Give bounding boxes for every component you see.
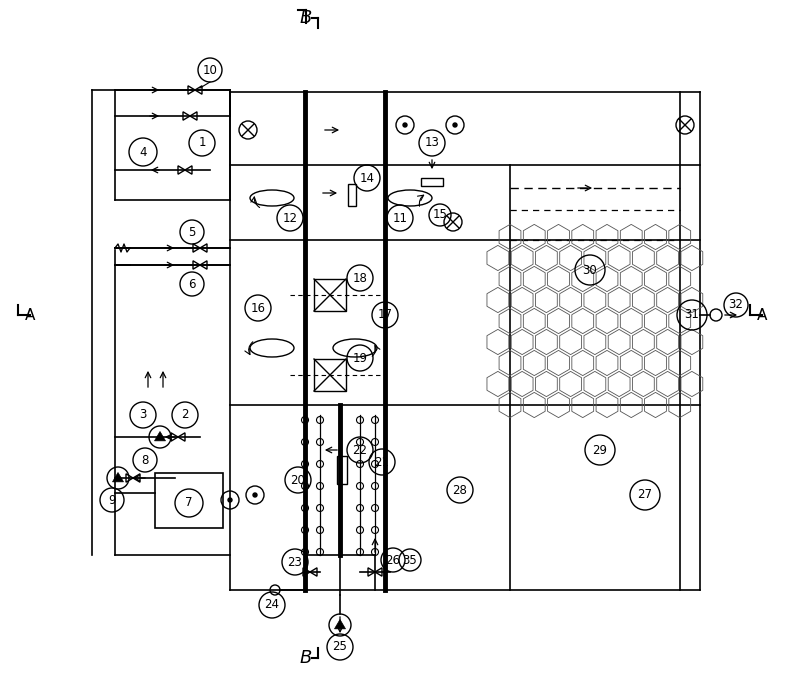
Text: 8: 8 — [141, 454, 149, 466]
Text: B: B — [299, 9, 312, 27]
Text: 27: 27 — [637, 488, 652, 502]
Bar — [421, 178, 443, 186]
Text: 5: 5 — [188, 225, 195, 238]
Text: 15: 15 — [433, 208, 448, 221]
Polygon shape — [334, 619, 345, 629]
Text: A: A — [24, 308, 35, 323]
Circle shape — [453, 123, 457, 127]
Text: 25: 25 — [333, 640, 348, 653]
Bar — [155, 473, 223, 528]
Text: 21: 21 — [374, 456, 389, 469]
Text: B: B — [299, 649, 312, 667]
Bar — [314, 279, 346, 311]
Text: 35: 35 — [403, 553, 418, 566]
Text: 11: 11 — [392, 211, 407, 225]
Text: 12: 12 — [283, 211, 298, 225]
Bar — [348, 184, 356, 206]
Text: 18: 18 — [352, 272, 367, 285]
Text: 13: 13 — [425, 136, 440, 149]
Polygon shape — [113, 473, 124, 482]
Text: 22: 22 — [352, 443, 367, 456]
Text: A: A — [756, 308, 768, 323]
Circle shape — [253, 493, 257, 497]
Text: 20: 20 — [291, 473, 306, 486]
Text: 7: 7 — [185, 496, 193, 509]
Bar — [337, 456, 347, 484]
Text: 31: 31 — [685, 308, 700, 321]
Text: 29: 29 — [593, 443, 608, 456]
Text: 1: 1 — [199, 136, 206, 149]
Text: 10: 10 — [203, 64, 217, 77]
Bar — [314, 359, 346, 391]
Text: 28: 28 — [452, 483, 467, 496]
Text: 16: 16 — [251, 301, 266, 314]
Text: 23: 23 — [288, 555, 303, 568]
Text: 32: 32 — [729, 299, 743, 312]
Text: 6: 6 — [188, 278, 195, 291]
Text: 26: 26 — [385, 553, 400, 566]
Text: 4: 4 — [139, 145, 147, 158]
Text: 2: 2 — [181, 409, 189, 422]
Text: 24: 24 — [265, 598, 280, 612]
Text: 30: 30 — [582, 263, 597, 276]
Text: 3: 3 — [139, 409, 147, 422]
Text: 9: 9 — [108, 494, 116, 507]
Text: 14: 14 — [359, 172, 374, 185]
Circle shape — [403, 123, 407, 127]
Polygon shape — [154, 431, 165, 441]
Text: 19: 19 — [352, 352, 367, 365]
Circle shape — [228, 498, 232, 502]
Text: 17: 17 — [377, 308, 392, 321]
